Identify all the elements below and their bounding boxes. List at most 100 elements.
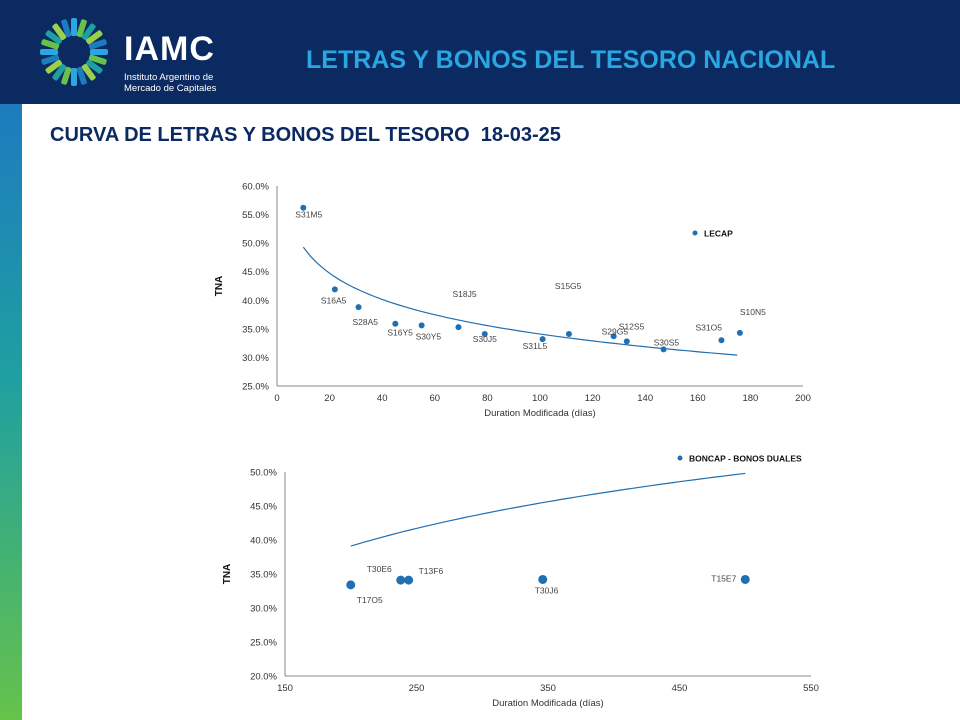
logo-text: IAMC bbox=[124, 30, 215, 68]
x-axis-title: Duration Modificada (días) bbox=[492, 698, 603, 709]
logo-ray bbox=[81, 63, 96, 81]
trend-line bbox=[350, 472, 746, 547]
x-tick-label: 160 bbox=[690, 393, 706, 404]
logo-ray bbox=[90, 49, 108, 55]
x-tick-label: 80 bbox=[482, 393, 493, 404]
y-axis-title: TNA bbox=[214, 276, 225, 297]
legend-marker bbox=[677, 455, 683, 461]
x-tick-label: 0 bbox=[274, 393, 279, 404]
y-tick-label: 40.0% bbox=[250, 536, 277, 547]
logo-ray bbox=[71, 68, 77, 86]
logo-ray bbox=[52, 23, 67, 41]
data-label: S16A5 bbox=[321, 295, 347, 305]
data-point bbox=[736, 329, 743, 336]
x-tick-label: 20 bbox=[324, 393, 335, 404]
logo-ray bbox=[61, 66, 72, 85]
data-label: T17O5 bbox=[357, 595, 383, 605]
header-title: LETRAS Y BONOS DEL TESORO NACIONAL bbox=[306, 46, 836, 74]
x-tick-label: 60 bbox=[430, 393, 441, 404]
logo-subtitle-line2: Mercado de Capitales bbox=[124, 83, 217, 94]
x-tick-label: 180 bbox=[742, 393, 758, 404]
x-tick-label: 120 bbox=[585, 393, 601, 404]
y-tick-label: 40.0% bbox=[242, 296, 269, 307]
x-tick-label: 550 bbox=[803, 683, 819, 694]
data-point bbox=[455, 324, 462, 331]
data-point bbox=[346, 580, 356, 590]
y-axis-title: TNA bbox=[222, 564, 233, 585]
data-label: S30Y5 bbox=[416, 331, 442, 341]
boncap-chart: 20.0% 25.0% 30.0% 35.0% 40.0% 45.0% 50.0% 150 25… bbox=[222, 454, 819, 710]
x-axis-title: Duration Modificada (días) bbox=[484, 408, 595, 419]
logo-ray bbox=[85, 59, 103, 74]
data-point bbox=[718, 337, 725, 344]
logo-subtitle-line1: Instituto Argentino de bbox=[124, 72, 214, 83]
y-tick-label: 30.0% bbox=[242, 353, 269, 364]
data-label: S29G5 bbox=[602, 326, 629, 336]
data-label: S16Y5 bbox=[387, 328, 413, 338]
logo-ray bbox=[71, 18, 77, 36]
data-point bbox=[300, 204, 307, 211]
y-tick-label: 50.0% bbox=[242, 239, 269, 250]
data-point bbox=[418, 322, 425, 329]
logo-ray bbox=[41, 39, 60, 50]
logo-ray bbox=[45, 30, 63, 45]
legend-marker bbox=[692, 230, 698, 236]
x-tick-label: 40 bbox=[377, 393, 388, 404]
data-label: T13F6 bbox=[419, 566, 444, 576]
x-tick-label: 450 bbox=[672, 683, 688, 694]
data-label: S28A5 bbox=[353, 317, 379, 327]
logo-ray bbox=[76, 19, 87, 38]
data-label: S30J5 bbox=[473, 334, 497, 344]
x-tick-label: 150 bbox=[277, 683, 293, 694]
legend-label: BONCAP - BONOS DUALES bbox=[689, 454, 802, 464]
data-label: T30E6 bbox=[367, 564, 392, 574]
logo-ray bbox=[52, 63, 67, 81]
data-label: T15E7 bbox=[711, 573, 736, 583]
data-point bbox=[565, 331, 572, 337]
data-point bbox=[660, 346, 667, 353]
data-label: S31M5 bbox=[295, 210, 322, 220]
logo-ray bbox=[88, 54, 107, 65]
y-tick-label: 35.0% bbox=[242, 324, 269, 335]
data-label: S31O5 bbox=[695, 322, 722, 332]
y-tick-label: 45.0% bbox=[250, 502, 277, 513]
data-label: T30J6 bbox=[535, 585, 559, 595]
data-label: S18J5 bbox=[452, 289, 476, 299]
data-point bbox=[610, 333, 617, 340]
data-point bbox=[396, 575, 406, 585]
y-tick-label: 20.0% bbox=[250, 672, 277, 683]
logo-ray bbox=[81, 23, 96, 41]
y-tick-label: 60.0% bbox=[242, 182, 269, 193]
y-tick-label: 25.0% bbox=[250, 638, 277, 649]
y-tick-label: 35.0% bbox=[250, 570, 277, 581]
x-tick-label: 200 bbox=[795, 393, 811, 404]
iamc-logo-icon bbox=[40, 18, 108, 86]
x-tick-label: 350 bbox=[540, 683, 556, 694]
data-label: S10N5 bbox=[740, 307, 766, 317]
x-tick-label: 140 bbox=[637, 393, 653, 404]
logo-ray bbox=[61, 19, 72, 38]
logo-ray bbox=[85, 30, 103, 45]
legend-label: LECAP bbox=[704, 229, 733, 239]
data-label: S15G5 bbox=[555, 281, 582, 291]
logo-subtitle: Instituto Argentino de Mercado de Capita… bbox=[124, 72, 216, 94]
data-point bbox=[623, 338, 630, 345]
logo-ray bbox=[41, 54, 60, 65]
y-tick-label: 50.0% bbox=[250, 468, 277, 479]
data-point bbox=[355, 304, 362, 311]
logo-ray bbox=[88, 39, 107, 50]
logo-ray bbox=[76, 66, 87, 85]
data-point bbox=[740, 574, 750, 584]
logo-ray bbox=[40, 49, 58, 55]
data-label: S31L5 bbox=[523, 341, 548, 351]
data-point bbox=[331, 286, 338, 293]
data-point bbox=[539, 336, 546, 343]
lecap-chart: 25.0% 30.0% 35.0% 40.0% 45.0% 50.0% 55.0% 60.0%… bbox=[214, 182, 811, 420]
y-tick-label: 55.0% bbox=[242, 210, 269, 221]
data-point bbox=[404, 575, 414, 585]
data-point bbox=[392, 320, 399, 327]
header-bar: IAMC Instituto Argentino de Mercado de C… bbox=[0, 0, 960, 104]
data-label: S12S5 bbox=[619, 321, 645, 331]
y-tick-label: 45.0% bbox=[242, 267, 269, 278]
data-point bbox=[538, 574, 548, 584]
